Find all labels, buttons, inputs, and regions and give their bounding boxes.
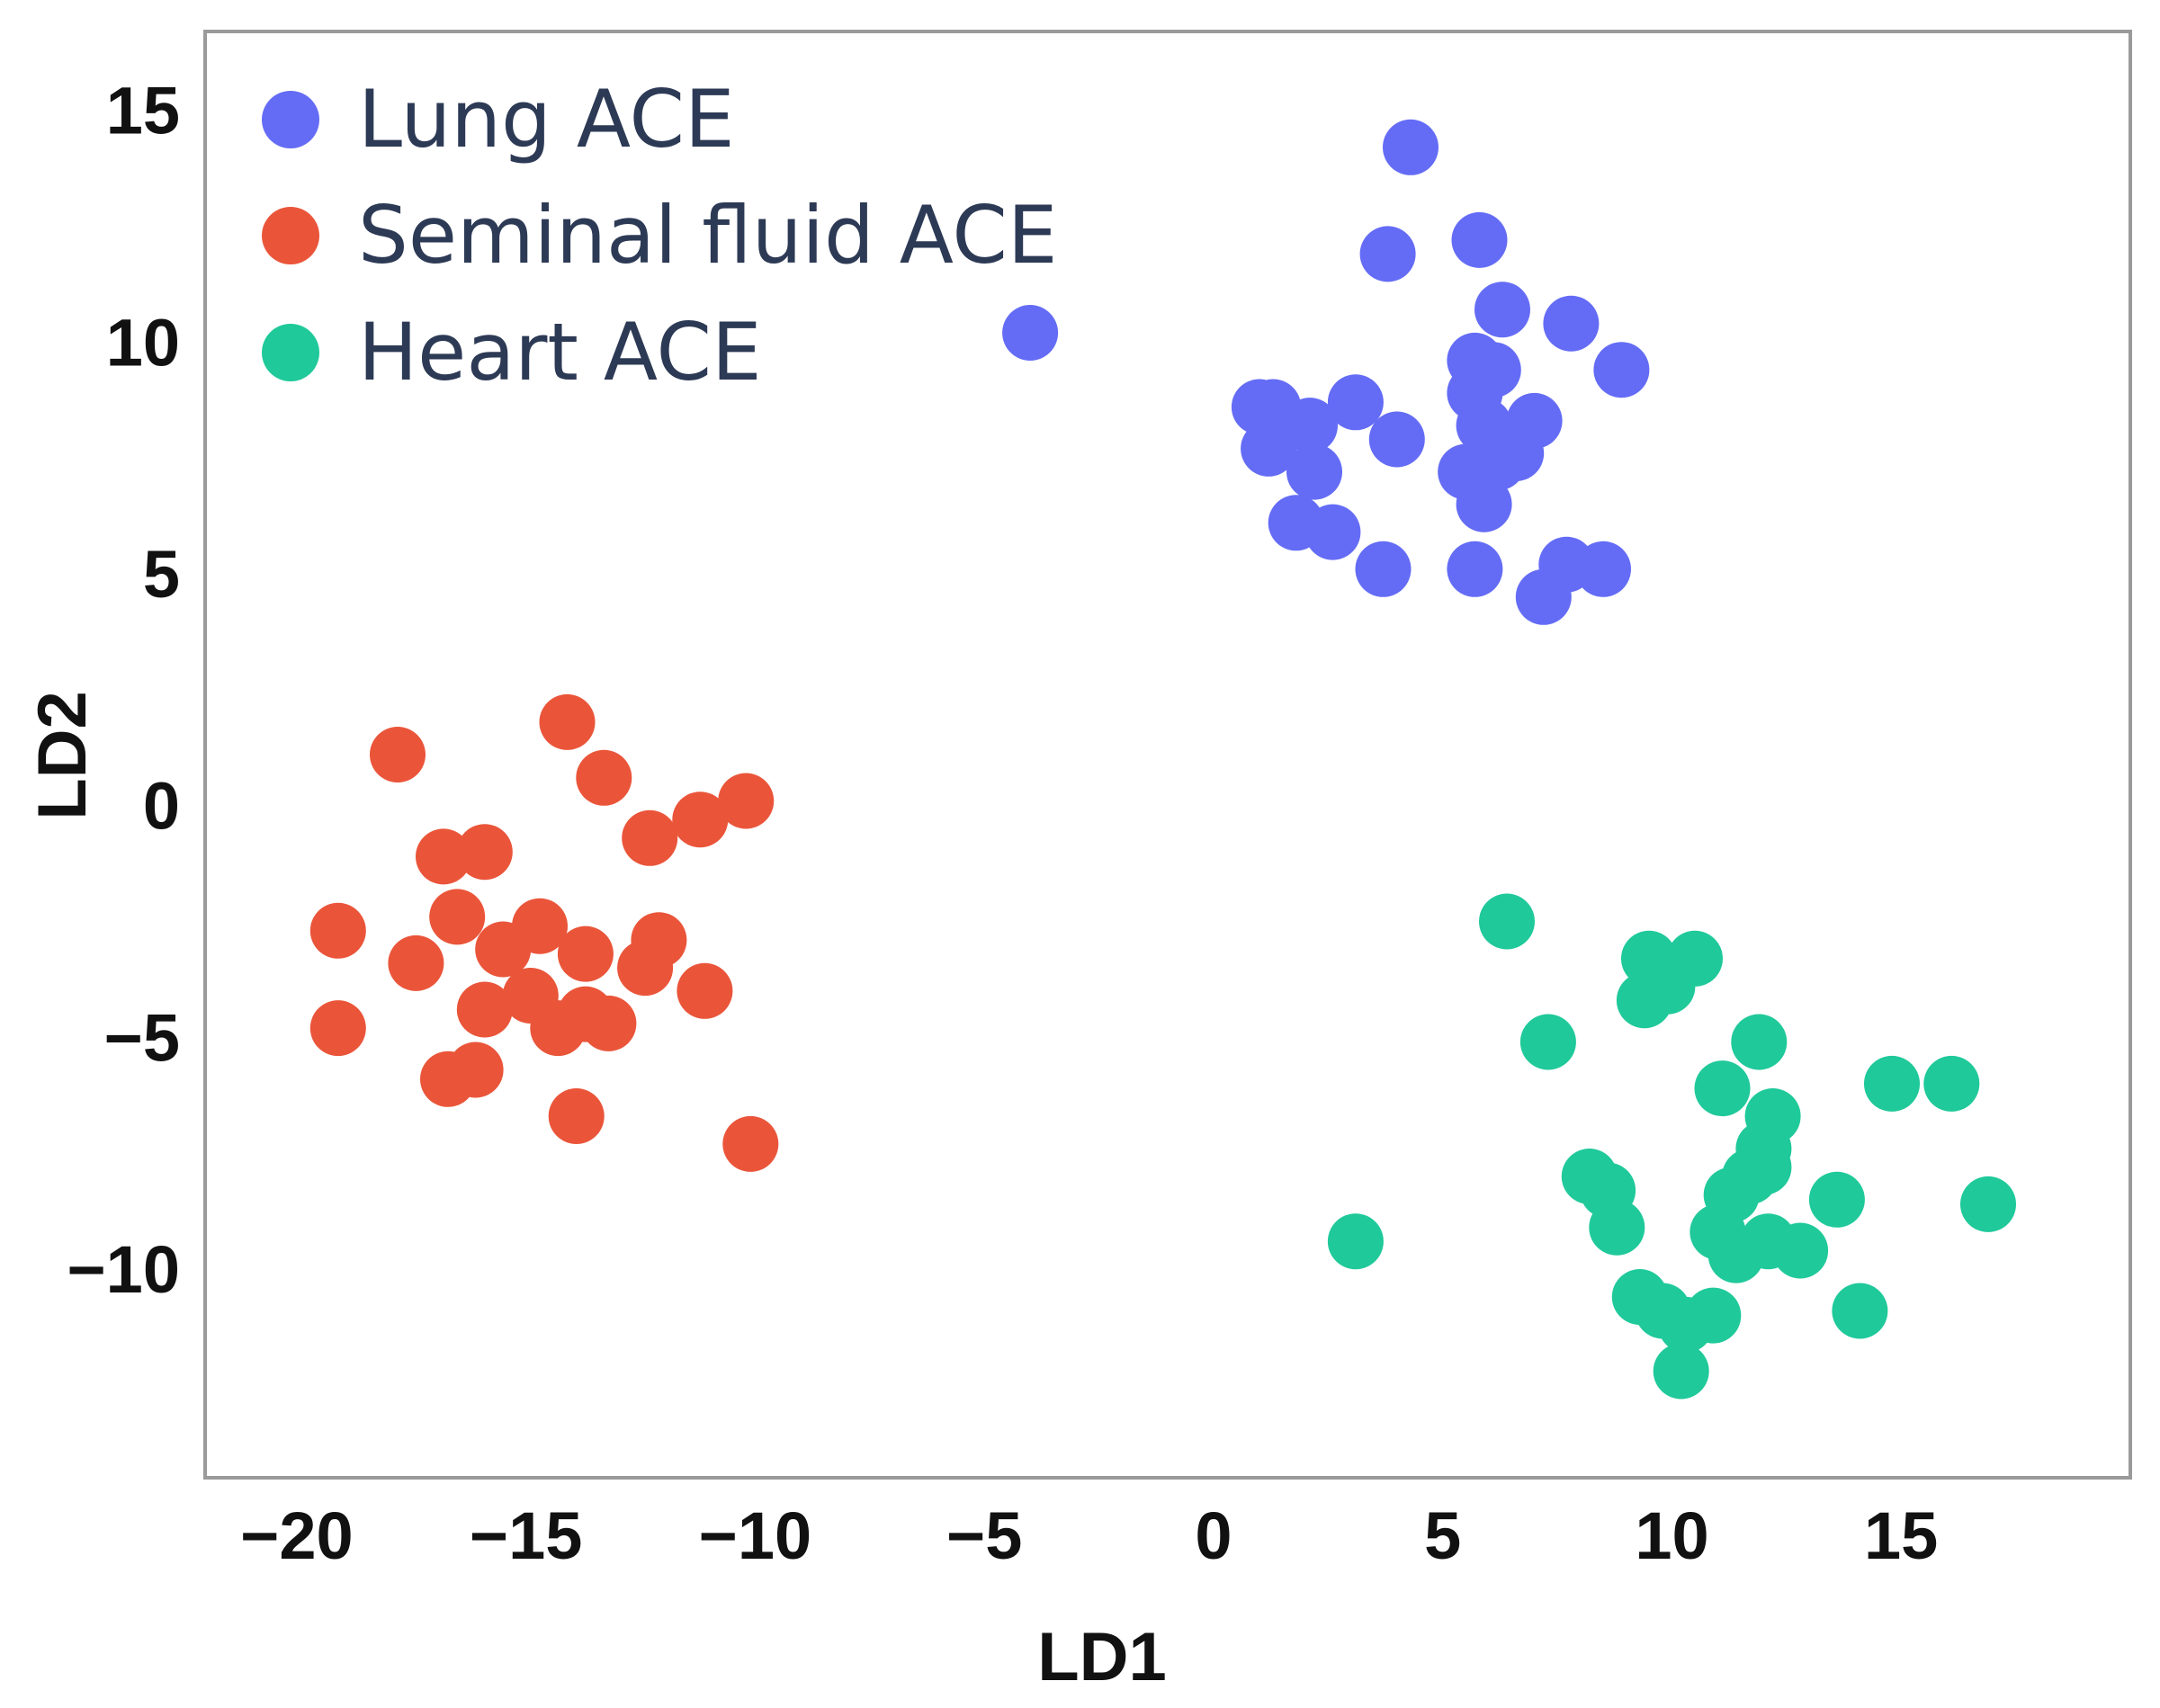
y-tick-label: 10 — [106, 305, 180, 380]
x-tick-label: 10 — [1635, 1498, 1708, 1573]
point-seminal-fluid-ace-8 — [309, 902, 366, 959]
point-seminal-fluid-ace-25 — [548, 1088, 605, 1144]
legend-label-seminal: Seminal fluid ACE — [358, 189, 1057, 282]
point-heart-ace-20 — [1589, 1199, 1645, 1256]
x-axis-ticks: −20 −15 −10 −5 0 5 10 15 — [240, 1498, 1938, 1573]
x-tick-label: 15 — [1864, 1498, 1938, 1573]
point-seminal-fluid-ace-15 — [617, 940, 674, 997]
y-tick-label: 0 — [143, 769, 180, 844]
point-heart-ace-30 — [1653, 1343, 1709, 1399]
y-tick-label: −5 — [104, 1000, 180, 1075]
point-seminal-fluid-ace-9 — [388, 934, 444, 991]
point-lung-ace-21 — [1456, 398, 1512, 454]
point-heart-ace-8 — [1864, 1055, 1920, 1112]
point-lung-ace-9 — [1282, 398, 1338, 454]
point-lung-ace-4 — [1474, 282, 1530, 338]
legend-item-seminal: Seminal fluid ACE — [262, 189, 1057, 282]
point-seminal-fluid-ace-5 — [622, 809, 678, 866]
x-tick-label: −5 — [946, 1498, 1022, 1573]
x-tick-label: 0 — [1195, 1498, 1232, 1573]
series-heart-ace — [1327, 893, 2016, 1399]
point-seminal-fluid-ace-7 — [456, 824, 513, 881]
point-seminal-fluid-ace-21 — [677, 962, 733, 1019]
y-axis-ticks: 15 10 5 0 −5 −10 — [67, 74, 180, 1307]
point-seminal-fluid-ace-0 — [370, 727, 426, 782]
point-lung-ace-0 — [1383, 119, 1439, 175]
point-seminal-fluid-ace-10 — [429, 889, 486, 945]
point-heart-ace-9 — [1923, 1055, 1980, 1112]
point-lung-ace-16 — [1368, 411, 1425, 468]
point-heart-ace-18 — [1960, 1176, 2016, 1232]
point-seminal-fluid-ace-2 — [576, 749, 632, 806]
point-heart-ace-7 — [1694, 1060, 1751, 1117]
data-points — [309, 119, 2016, 1399]
point-lung-ace-28 — [1575, 541, 1631, 597]
point-lung-ace-6 — [1593, 342, 1650, 398]
point-heart-ace-6 — [1731, 1014, 1788, 1070]
point-seminal-fluid-ace-13 — [557, 926, 614, 982]
y-tick-label: −10 — [67, 1232, 180, 1307]
legend: Lung ACE Seminal fluid ACE Heart ACE — [262, 73, 1057, 398]
point-heart-ace-5 — [1519, 1014, 1576, 1070]
point-lung-ace-24 — [1304, 504, 1361, 560]
point-seminal-fluid-ace-3 — [718, 773, 775, 829]
point-heart-ace-19 — [1327, 1213, 1384, 1270]
point-seminal-fluid-ace-24 — [447, 1042, 504, 1098]
point-lung-ace-26 — [1447, 541, 1503, 597]
point-seminal-fluid-ace-1 — [539, 693, 596, 750]
point-lung-ace-15 — [1286, 443, 1342, 500]
point-seminal-fluid-ace-20 — [580, 995, 637, 1051]
point-lung-ace-14 — [1241, 420, 1297, 477]
y-tick-label: 5 — [143, 537, 180, 612]
x-tick-label: −20 — [240, 1498, 354, 1573]
legend-marker-seminal — [262, 207, 319, 264]
x-tick-label: −10 — [699, 1498, 812, 1573]
point-seminal-fluid-ace-22 — [309, 1000, 366, 1057]
point-lung-ace-1 — [1359, 226, 1416, 282]
point-seminal-fluid-ace-12 — [512, 898, 568, 954]
point-heart-ace-17 — [1808, 1171, 1865, 1228]
point-lung-ace-29 — [1515, 568, 1572, 625]
legend-item-heart: Heart ACE — [262, 306, 762, 398]
series-seminal-fluid-ace — [309, 693, 779, 1172]
point-heart-ace-24 — [1772, 1222, 1829, 1279]
point-lung-ace-2 — [1451, 211, 1508, 268]
point-heart-ace-29 — [1832, 1283, 1888, 1339]
legend-item-lung: Lung ACE — [262, 73, 735, 165]
point-lung-ace-25 — [1355, 541, 1412, 597]
legend-marker-lung — [262, 91, 319, 148]
point-seminal-fluid-ace-6 — [416, 828, 471, 885]
point-heart-ace-28 — [1685, 1287, 1742, 1344]
point-seminal-fluid-ace-16 — [456, 981, 513, 1038]
x-tick-label: 5 — [1424, 1498, 1461, 1573]
point-lung-ace-22 — [1447, 332, 1503, 389]
point-lung-ace-5 — [1543, 295, 1600, 352]
point-heart-ace-0 — [1479, 893, 1535, 950]
legend-label-lung: Lung ACE — [358, 73, 735, 165]
point-heart-ace-4 — [1639, 958, 1696, 1015]
point-heart-ace-16 — [1735, 1139, 1792, 1195]
series-lung-ace — [1002, 119, 1650, 625]
y-axis-label: LD2 — [24, 691, 101, 820]
point-seminal-fluid-ace-4 — [672, 791, 729, 848]
y-tick-label: 15 — [106, 74, 180, 148]
point-lung-ace-19 — [1456, 476, 1512, 532]
x-tick-label: −15 — [470, 1498, 583, 1573]
legend-marker-heart — [262, 324, 319, 381]
point-lung-ace-3 — [1002, 305, 1059, 361]
x-axis-label: LD1 — [1037, 1619, 1167, 1695]
point-seminal-fluid-ace-26 — [722, 1115, 779, 1172]
point-lung-ace-10 — [1327, 374, 1384, 431]
legend-label-heart: Heart ACE — [358, 306, 762, 398]
